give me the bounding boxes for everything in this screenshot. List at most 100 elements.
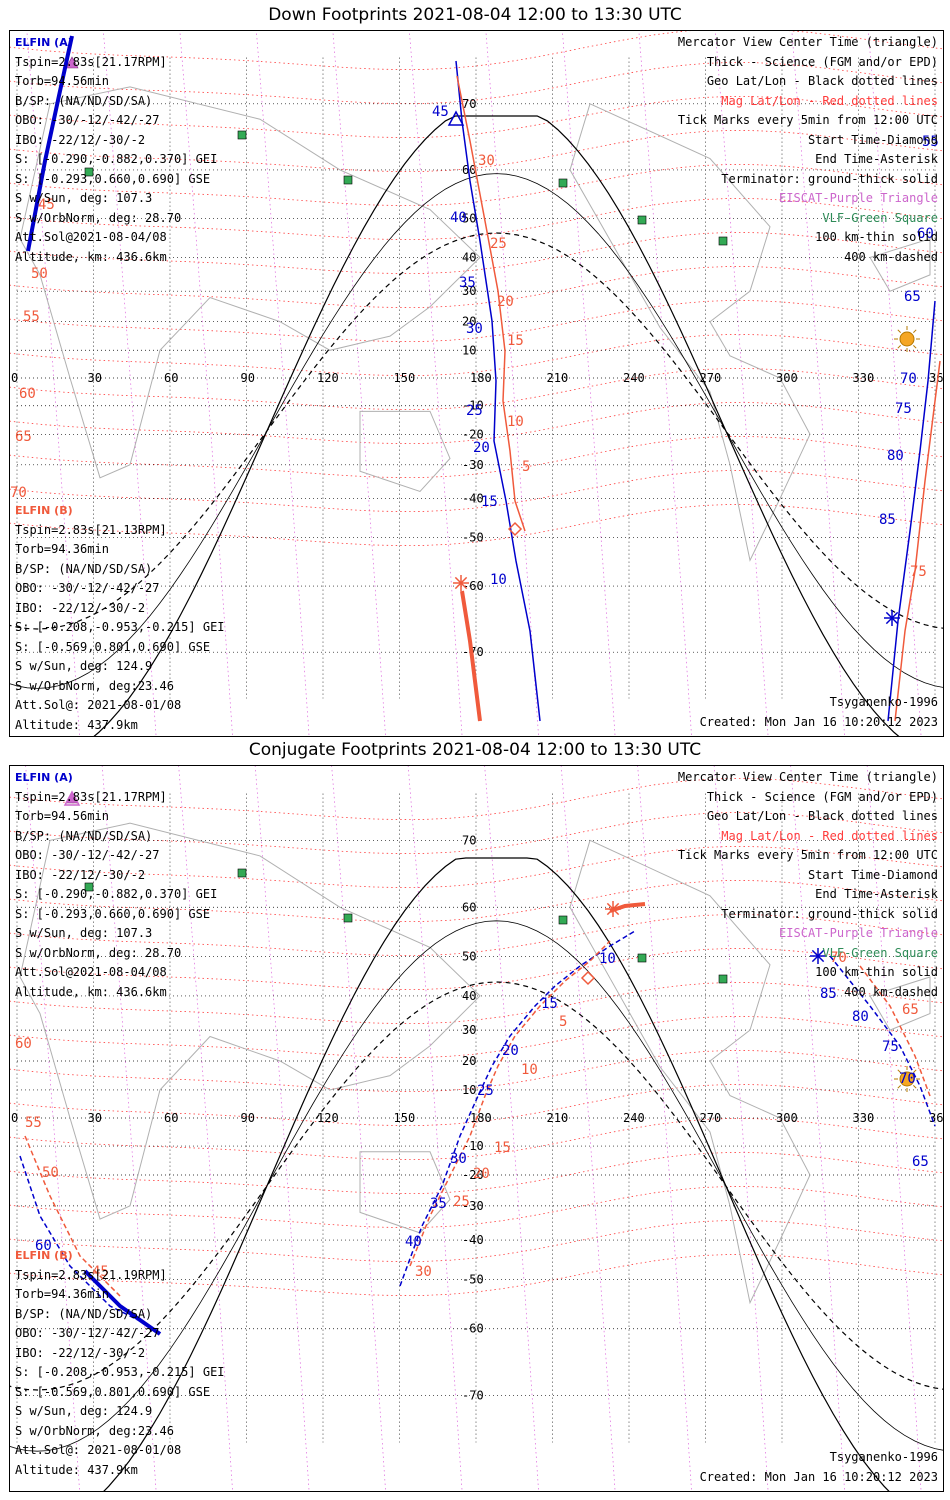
lon-tick-label: 120 xyxy=(317,1111,339,1125)
elfin-b-line: Att.Sol@: 2021-08-01/08 xyxy=(15,698,182,712)
lat-tick-label: 30 xyxy=(462,284,476,298)
center-time-triangle xyxy=(63,790,81,806)
track-b-time-label: 60 xyxy=(15,1036,32,1052)
elfin-b-line: IBO: -22/12/-30/-2 xyxy=(15,1345,146,1360)
lon-tick-label: 60 xyxy=(164,1111,178,1125)
lon-tick-label: 270 xyxy=(700,371,722,385)
legend-item: Terminator: ground-thick solid xyxy=(721,171,938,186)
track-b-time-label: 65 xyxy=(902,1002,919,1018)
legend-item: Mag Lat/Lon - Red dotted lines xyxy=(721,93,938,108)
elfin-b-info: ELFIN (B) Tspin=2.83s[21.13RPM] Torb=94.… xyxy=(15,501,225,735)
track-a-time-label: 45 xyxy=(432,104,449,120)
elfin-b-name: ELFIN (B) xyxy=(15,1249,73,1262)
track-a-time-label: 25 xyxy=(466,403,483,419)
lon-tick-label: 180 xyxy=(470,1111,492,1125)
mag-lon-line xyxy=(254,766,310,1491)
lat-tick-label: -60 xyxy=(462,1322,484,1336)
elfin-b-line: Torb=94.36min xyxy=(15,542,109,556)
legend-item: Mag Lat/Lon - Red dotted lines xyxy=(721,828,938,843)
vlf-station-square xyxy=(84,167,94,177)
vlf-station-square xyxy=(718,236,728,246)
elfin-a-track-east xyxy=(829,955,936,1127)
elfin-a-info: ELFIN (A) Tspin=2.83s[21.17RPM] Torb=94.… xyxy=(15,33,217,267)
elfin-b-line: B/SP: (NA/ND/SD/SA) xyxy=(15,561,153,576)
track-a-time-label: 30 xyxy=(466,321,483,337)
track-b-time-label: 25 xyxy=(453,1194,470,1210)
legend-item: Mercator View Center Time (triangle) xyxy=(677,35,938,49)
track-a-time-label: 65 xyxy=(912,1154,929,1170)
mag-lon-line xyxy=(101,766,157,1491)
elfin-b-info: ELFIN (B) Tspin=2.83s[21.19RPM] Torb=94.… xyxy=(15,1246,225,1480)
track-a-time-label: 40 xyxy=(405,1234,422,1250)
track-a-time-label: 65 xyxy=(904,289,921,305)
track-b-time-label: 60 xyxy=(19,386,36,402)
legend-item: End Time-Asterisk xyxy=(815,887,938,901)
track-b-time-label: 20 xyxy=(473,1166,490,1182)
legend-item: Geo Lat/Lon - Black dotted lines xyxy=(706,809,938,823)
lon-tick-label: 90 xyxy=(241,371,255,385)
track-b-time-label: 45 xyxy=(92,1264,109,1280)
lat-tick-label: -70 xyxy=(462,1389,484,1403)
map-canvas-down: 0 30 60 90 120 150 180 210 240 270 300 330 360 70 60 50… xyxy=(10,31,943,736)
sun-ray xyxy=(897,345,901,349)
sun-ray xyxy=(913,1069,917,1073)
legend-item: 100 km-thin solid xyxy=(815,230,938,244)
mag-lon-line xyxy=(331,766,386,1491)
elfin-b-line: S w/Sun, deg: 124.9 xyxy=(15,659,153,673)
sun-ray xyxy=(913,1085,917,1089)
lon-tick-label: 0 xyxy=(11,1111,18,1125)
legend-item: 400 km-dashed xyxy=(844,249,938,264)
legend-item: 100 km-thin solid xyxy=(815,965,938,979)
terminator-100km xyxy=(10,920,943,1452)
track-b-time-label: 15 xyxy=(494,1140,511,1156)
vlf-station-square xyxy=(637,215,647,225)
track-a-time-label: 10 xyxy=(490,572,507,588)
lat-tick-label: -20 xyxy=(462,1168,484,1182)
lon-tick-label: 360 xyxy=(929,371,943,385)
mag-lon-line xyxy=(409,31,463,736)
elfin-b-line: Att.Sol@: 2021-08-01/08 xyxy=(15,1443,182,1457)
mag-lat-line xyxy=(10,333,943,377)
legend-item: Start Time-Diamond xyxy=(807,132,938,147)
lat-tick-label: 40 xyxy=(462,989,476,1003)
elfin-b-line: S w/OrbNorm, deg:23.46 xyxy=(15,678,174,693)
continent-outline xyxy=(569,839,811,1305)
elfin-b-line: Altitude: 437.9km xyxy=(15,1462,138,1477)
track-b-time-label: 65 xyxy=(15,429,32,445)
track-a-time-label: 75 xyxy=(895,401,912,417)
mag-lon-line xyxy=(178,766,233,1491)
lon-tick-label: 360 xyxy=(929,1111,943,1125)
lat-tick-label: -30 xyxy=(462,1199,484,1213)
end-time-asterisk xyxy=(885,611,899,625)
legend: Mercator View Center Time (triangle) Thic… xyxy=(678,33,938,267)
vlf-station-square xyxy=(558,178,568,188)
lon-tick-label: 240 xyxy=(623,371,645,385)
model-and-created: Tsyganenko-1996 Created: Mon Jan 16 10:2… xyxy=(700,695,938,734)
track-b-time-label: 5 xyxy=(522,459,530,475)
mag-lon-line xyxy=(25,766,80,1491)
lon-tick-label: 300 xyxy=(776,371,798,385)
created-timestamp: Created: Mon Jan 16 10:20:12 2023 xyxy=(699,714,938,729)
lat-tick-label: -40 xyxy=(462,1233,484,1247)
end-time-asterisk xyxy=(811,949,825,963)
lon-tick-label: 300 xyxy=(776,1111,798,1125)
elfin-a-info: ELFIN (A) Tspin=2.83s[21.17RPM] Torb=94.… xyxy=(15,768,217,1002)
legend-item: Thick - Science (FGM and/or EPD) xyxy=(706,789,938,804)
mag-lon-line xyxy=(484,766,539,1491)
elfin-b-line: Tspin=2.83s[21.13RPM] xyxy=(15,522,167,537)
continent-outline xyxy=(569,103,811,562)
panel-title-down: Down Footprints 2021-08-04 12:00 to 13:3… xyxy=(268,5,682,25)
track-b-time-label: 45 xyxy=(38,197,55,213)
continent-outline xyxy=(869,238,931,292)
elfin-b-line: Torb=94.36min xyxy=(15,1287,109,1301)
lon-tick-label: 210 xyxy=(547,1111,569,1125)
legend-item: Start Time-Diamond xyxy=(807,867,938,882)
track-b-time-label: 30 xyxy=(478,153,495,169)
lat-tick-label: 10 xyxy=(462,343,476,357)
center-time-triangle xyxy=(447,110,465,126)
elfin-b-line: S w/OrbNorm, deg:23.46 xyxy=(15,1423,174,1438)
elfin-b-line: S: [-0.569,0.801,0.690] GSE xyxy=(15,639,211,654)
mag-lon-line xyxy=(790,766,845,1491)
lon-tick-label: 60 xyxy=(164,371,178,385)
elfin-a-line: S w/OrbNorm, deg: 28.70 xyxy=(15,210,182,225)
